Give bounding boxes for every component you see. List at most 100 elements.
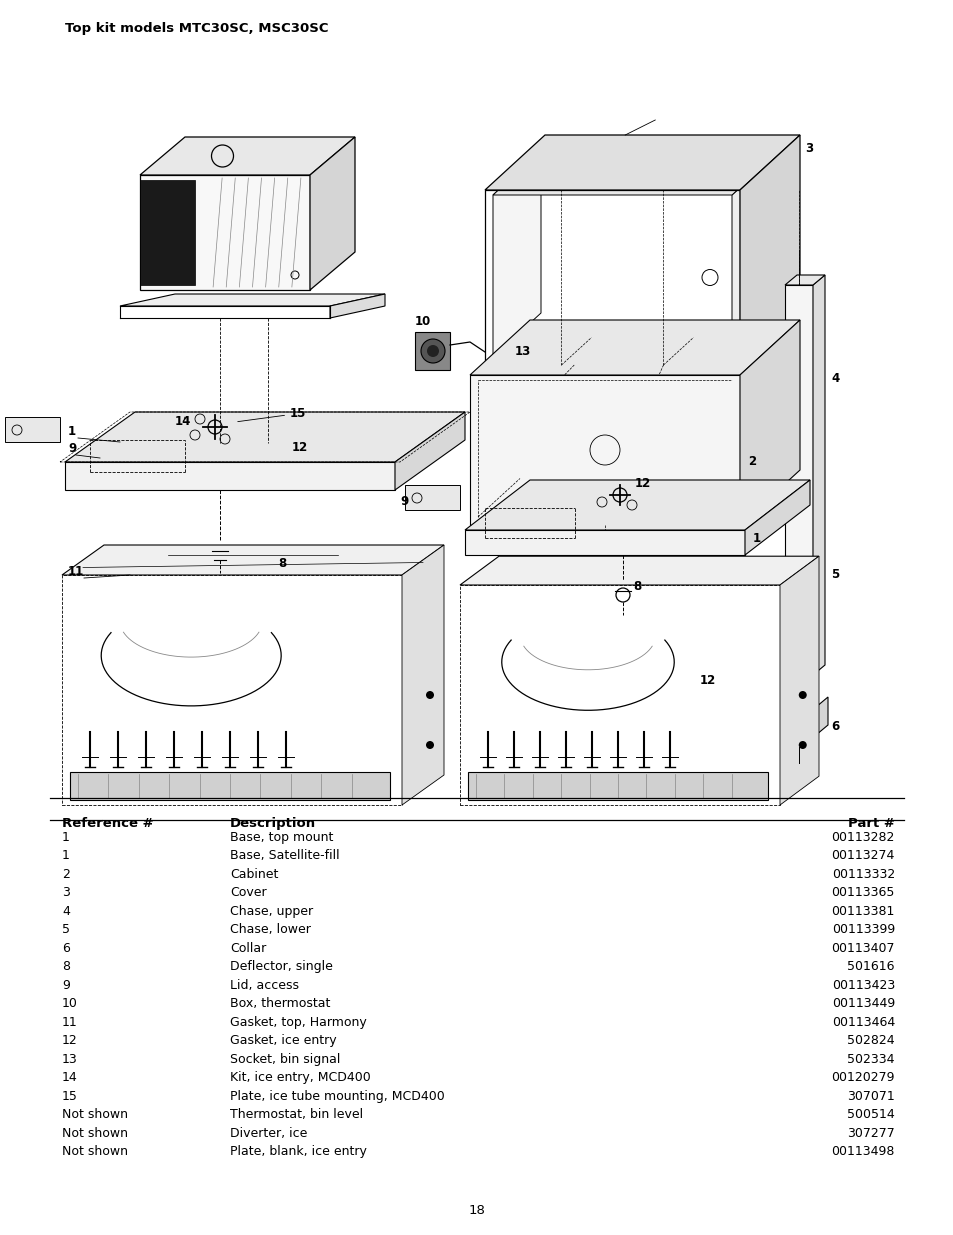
Text: 2: 2 (62, 868, 70, 881)
Polygon shape (140, 175, 310, 290)
Text: 00120279: 00120279 (831, 1071, 894, 1084)
Text: 00113399: 00113399 (831, 924, 894, 936)
Text: Plate, ice tube mounting, MCD400: Plate, ice tube mounting, MCD400 (230, 1089, 444, 1103)
Text: 500514: 500514 (846, 1108, 894, 1121)
Text: 00113449: 00113449 (831, 997, 894, 1010)
Polygon shape (780, 556, 818, 805)
Polygon shape (464, 480, 809, 530)
Circle shape (798, 692, 806, 699)
Text: Chase, upper: Chase, upper (230, 905, 313, 918)
Text: Thermostat, bin level: Thermostat, bin level (230, 1108, 363, 1121)
Polygon shape (812, 275, 824, 676)
Polygon shape (415, 332, 450, 370)
Text: 11: 11 (62, 1015, 77, 1029)
Text: Top kit models MTC30SC, MSC30SC: Top kit models MTC30SC, MSC30SC (65, 22, 328, 35)
Polygon shape (459, 556, 818, 585)
Text: Diverter, ice: Diverter, ice (230, 1126, 307, 1140)
Polygon shape (70, 772, 390, 800)
Text: 13: 13 (62, 1052, 77, 1066)
Text: 8: 8 (633, 580, 640, 593)
Polygon shape (484, 135, 800, 190)
Text: 8: 8 (62, 961, 70, 973)
Polygon shape (330, 294, 385, 317)
Text: 9: 9 (399, 495, 408, 508)
Polygon shape (731, 151, 780, 357)
Polygon shape (744, 480, 809, 555)
Text: 5: 5 (830, 568, 839, 580)
Text: 9: 9 (62, 979, 70, 992)
Text: Lid, access: Lid, access (230, 979, 298, 992)
Polygon shape (470, 375, 740, 525)
Polygon shape (401, 545, 443, 805)
Text: 6: 6 (62, 942, 70, 955)
Text: Deflector, single: Deflector, single (230, 961, 333, 973)
Text: 00113274: 00113274 (831, 850, 894, 862)
Text: 6: 6 (830, 720, 839, 734)
Polygon shape (493, 151, 780, 195)
Polygon shape (815, 697, 827, 735)
Text: Chase, lower: Chase, lower (230, 924, 311, 936)
Text: 4: 4 (830, 373, 839, 385)
Text: 1: 1 (62, 831, 70, 844)
Text: Cabinet: Cabinet (230, 868, 278, 881)
Polygon shape (120, 294, 385, 306)
Text: Socket, bin signal: Socket, bin signal (230, 1052, 340, 1066)
Polygon shape (784, 285, 812, 676)
Text: 307071: 307071 (846, 1089, 894, 1103)
Text: Base, top mount: Base, top mount (230, 831, 333, 844)
Polygon shape (310, 137, 355, 290)
Text: Kit, ice entry, MCD400: Kit, ice entry, MCD400 (230, 1071, 371, 1084)
Text: 9: 9 (68, 442, 76, 454)
Text: 15: 15 (62, 1089, 78, 1103)
Text: 502334: 502334 (846, 1052, 894, 1066)
Polygon shape (65, 412, 464, 462)
Circle shape (798, 741, 806, 748)
Text: 1: 1 (62, 850, 70, 862)
Text: 12: 12 (635, 477, 651, 490)
Text: Gasket, top, Harmony: Gasket, top, Harmony (230, 1015, 366, 1029)
Text: Reference #: Reference # (62, 818, 153, 830)
Text: 00113464: 00113464 (831, 1015, 894, 1029)
Polygon shape (140, 180, 194, 285)
Text: 10: 10 (415, 315, 431, 329)
Text: 502824: 502824 (846, 1034, 894, 1047)
Text: Plate, blank, ice entry: Plate, blank, ice entry (230, 1145, 367, 1158)
Polygon shape (740, 320, 800, 525)
Text: Box, thermostat: Box, thermostat (230, 997, 330, 1010)
Polygon shape (5, 417, 60, 442)
Polygon shape (464, 530, 744, 555)
Polygon shape (470, 320, 800, 375)
Text: Not shown: Not shown (62, 1108, 128, 1121)
Polygon shape (493, 151, 540, 357)
Text: 12: 12 (62, 1034, 77, 1047)
Text: 00113423: 00113423 (831, 979, 894, 992)
Text: 00113282: 00113282 (831, 831, 894, 844)
Text: Cover: Cover (230, 887, 266, 899)
Polygon shape (468, 772, 767, 800)
Text: 00113365: 00113365 (831, 887, 894, 899)
Text: 12: 12 (700, 674, 716, 687)
Polygon shape (405, 485, 459, 510)
Polygon shape (62, 545, 443, 576)
Text: Not shown: Not shown (62, 1126, 128, 1140)
Circle shape (426, 692, 434, 699)
Circle shape (420, 338, 444, 363)
Text: 00113381: 00113381 (831, 905, 894, 918)
Polygon shape (740, 135, 800, 366)
Text: 307277: 307277 (846, 1126, 894, 1140)
Circle shape (427, 345, 438, 357)
Text: 3: 3 (804, 142, 812, 154)
Text: 2: 2 (747, 454, 756, 468)
Text: Not shown: Not shown (62, 1145, 128, 1158)
Text: 12: 12 (292, 441, 308, 454)
Text: 00113498: 00113498 (831, 1145, 894, 1158)
Text: 13: 13 (515, 345, 531, 358)
Text: Gasket, ice entry: Gasket, ice entry (230, 1034, 336, 1047)
Polygon shape (784, 275, 824, 285)
Text: 1: 1 (68, 425, 76, 438)
Text: 3: 3 (62, 887, 70, 899)
Text: 15: 15 (237, 408, 306, 421)
Circle shape (426, 741, 434, 748)
Text: Part #: Part # (847, 818, 894, 830)
Text: 10: 10 (62, 997, 78, 1010)
